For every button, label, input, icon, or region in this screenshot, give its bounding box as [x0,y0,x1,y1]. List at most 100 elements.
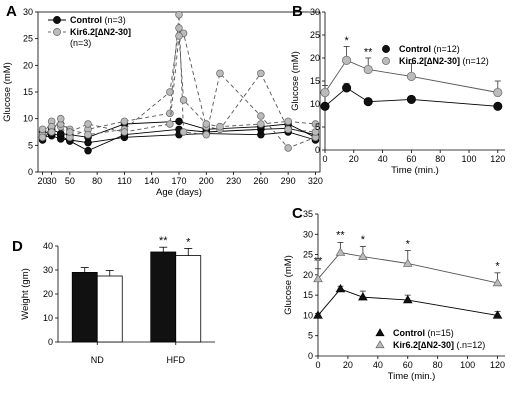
x-tick-label: 40 [378,154,388,164]
significance-marker: ** [314,256,323,268]
series-line [42,26,316,138]
data-point [120,117,129,126]
data-point [56,114,65,123]
bar [71,271,98,343]
panel-label: D [12,238,23,255]
data-point [335,247,346,256]
data-point [38,125,47,134]
y-tick-label: 0 [48,337,53,347]
x-tick-label: 100 [460,360,475,370]
data-point [402,294,413,304]
y-tick-label: 30 [23,7,33,17]
data-point [313,310,323,319]
y-tick-label: 30 [43,265,53,275]
panel-label: B [292,3,303,20]
panel-label: A [6,3,17,20]
legend-n-count: (n=12) [431,44,460,54]
x-tick-label: 80 [92,176,102,186]
x-tick-label: 170 [171,176,186,186]
data-point [363,97,373,107]
y-tick-label: 10 [23,114,33,124]
data-point [406,94,416,104]
y-tick-label: 5 [315,122,320,132]
data-point [375,328,385,337]
data-point [202,130,211,139]
y-axis-label: Glucose (mM) [283,255,294,315]
x-tick-label: 60 [403,360,413,370]
y-tick-label: 0 [315,145,320,155]
significance-marker: * [186,236,191,248]
data-point [358,292,368,301]
y-tick-label: 10 [303,310,313,320]
data-point [342,55,352,65]
data-point [175,117,183,126]
legend-series-name: Control [70,15,102,25]
x-tick-label: 80 [433,360,443,370]
x-tick-label: 20 [349,154,359,164]
x-tick-label: 110 [117,176,131,186]
data-point [216,69,224,78]
x-tick-label: 290 [281,176,296,186]
significance-marker: ** [336,229,345,241]
x-axis-label: Time (min.) [388,371,436,382]
legend-n-count: (n=15) [425,328,454,338]
y-tick-label: 5 [28,140,33,150]
data-point [53,16,61,24]
y-tick-label: 5 [308,331,313,341]
significance-marker: ** [159,235,168,247]
data-point [311,120,320,128]
x-tick-label: 0 [322,154,327,164]
panel-b-glucose-tolerance: B 0 5 10 15 20 25 30 0 20 40 60 80 100 120 Time (min.) G… [290,3,505,176]
bar [175,255,202,343]
x-tick-label: 200 [199,176,214,186]
significance-marker: * [406,238,411,250]
y-tick-label: 25 [310,30,320,40]
data-point [84,130,92,139]
data-point [166,109,174,118]
data-point [175,32,183,40]
y-tick-label: 30 [310,7,320,17]
significance-marker: ** [364,47,373,59]
legend-n-count: (.n=12) [454,340,485,350]
data-point [311,128,320,136]
x-tick-label: 320 [308,176,323,186]
legend-series-name: Kir6.2[∆N2-30] [70,27,131,37]
data-point [313,273,323,283]
data-point [358,251,368,260]
data-point [363,64,373,75]
y-tick-label: 25 [303,250,313,260]
legend-n-count: (n=3) [70,38,91,48]
data-point [375,340,385,349]
x-tick-label: 0 [315,360,320,370]
data-point [493,101,503,111]
bar [150,251,177,343]
y-tick-label: 15 [303,290,313,300]
data-point [382,57,390,65]
x-tick-label: 50 [65,176,75,186]
y-tick-label: 15 [310,76,320,86]
x-tick-label: 20 [38,176,48,186]
x-tick-label: 40 [373,360,383,370]
legend-label: Control (n=12) [399,44,460,54]
data-point [492,277,503,287]
data-point [120,128,129,136]
y-axis-label: Glucose (mM) [290,51,301,111]
x-tick-label: 20 [343,360,353,370]
data-point [320,87,330,98]
data-point [166,120,174,128]
data-point [84,146,92,155]
x-tick-label: 80 [435,154,445,164]
panel-label: C [292,205,303,222]
x-tick-label: 230 [226,176,241,186]
data-point [402,258,413,267]
data-point [175,10,183,19]
y-axis-label: Weight (gm) [20,268,31,320]
y-tick-label: 20 [23,60,33,70]
data-point [320,101,330,111]
category-label: HFD [167,355,186,365]
bar [96,275,123,343]
data-point [216,122,224,131]
